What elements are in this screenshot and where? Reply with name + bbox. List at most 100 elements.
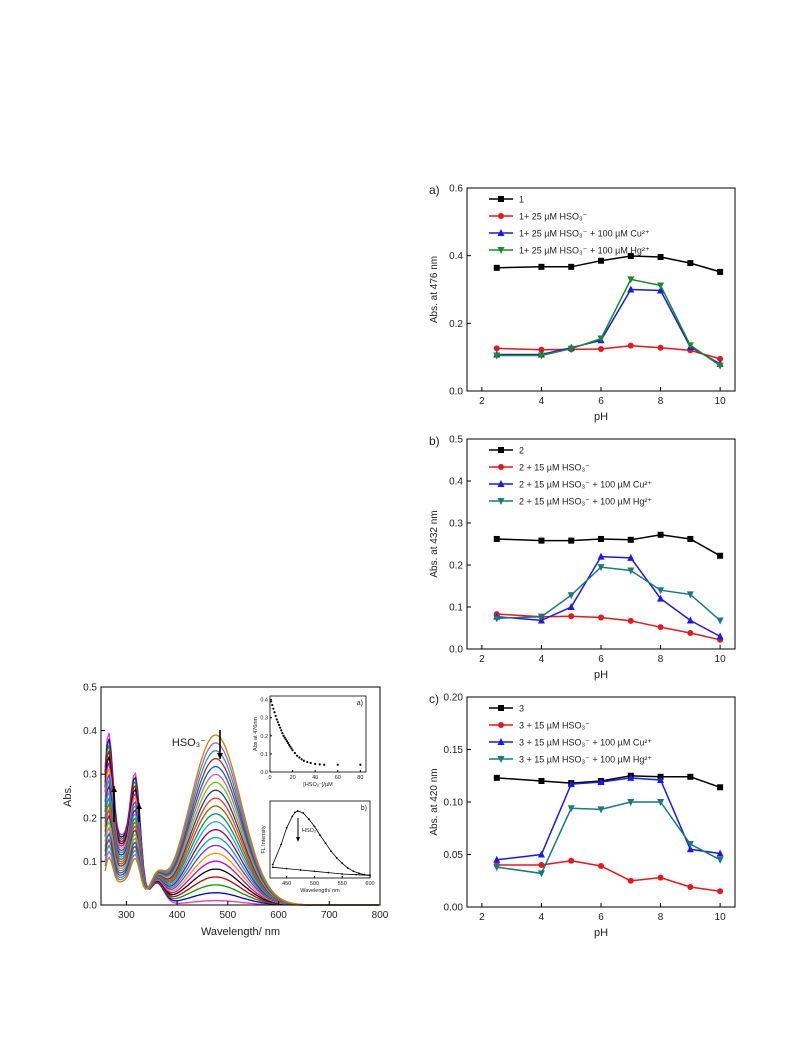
- data-point: [717, 552, 724, 559]
- data-point: [493, 774, 500, 781]
- data-point: [275, 718, 278, 721]
- inset-frame: [269, 695, 367, 773]
- data-point: [687, 884, 694, 891]
- x-tick-label: 2: [479, 396, 485, 407]
- inset-background: [270, 696, 366, 772]
- data-point: [298, 756, 301, 759]
- x-tick-label: 500: [310, 881, 319, 887]
- data-point: [300, 758, 303, 761]
- y-tick-label: 0.05: [444, 850, 464, 861]
- data-point: [279, 726, 282, 729]
- data-point: [568, 537, 575, 544]
- series-3: 2 + 15 µM HSO₃⁻ + 100 µM Cu²⁺: [489, 480, 724, 640]
- x-tick-label: 2: [479, 912, 485, 923]
- data-point: [537, 352, 545, 360]
- data-point: [309, 761, 312, 765]
- up-arrow-head: [136, 803, 142, 809]
- legend-entry: 3: [519, 704, 524, 714]
- panel-label: c): [429, 692, 439, 706]
- data-point: [687, 773, 694, 780]
- legend-marker: [497, 480, 505, 487]
- legend-marker: [497, 738, 505, 745]
- hso3-annotation: HSO₃⁻: [172, 737, 206, 749]
- series-line: [496, 566, 721, 621]
- data-point: [291, 815, 294, 818]
- x-tick-label: 400: [169, 910, 186, 921]
- x-tick-label: 6: [598, 396, 604, 407]
- y-tick-label: 0.4: [83, 726, 97, 737]
- data-point: [716, 362, 724, 370]
- data-point: [717, 888, 724, 895]
- data-point: [717, 268, 724, 275]
- inset-label: a): [357, 700, 363, 707]
- data-point: [627, 285, 635, 293]
- data-point: [657, 874, 664, 881]
- data-point: [627, 553, 635, 561]
- x-tick-label: 10: [715, 396, 727, 407]
- x-tick-label: 6: [598, 654, 604, 665]
- y-axis-label: Abs. at 432 nm: [429, 510, 440, 577]
- data-point: [270, 700, 273, 703]
- inset-frame: [269, 800, 371, 879]
- data-point: [323, 763, 326, 766]
- data-point: [686, 845, 694, 853]
- data-point: [716, 849, 724, 857]
- legend-marker: [498, 705, 504, 711]
- x-axis-label: pH: [594, 927, 608, 939]
- data-point: [598, 257, 604, 264]
- series-line: [496, 278, 721, 367]
- spectra-chart: 300 400 500 600 700 8000.00.10.20.30.40.5Wave…: [62, 683, 389, 939]
- legend-entry: 2 + 15 µM HSO₃⁻: [519, 463, 590, 473]
- legend-marker: [497, 498, 505, 505]
- y-tick-label: 0.5: [449, 435, 463, 446]
- legend-entry: 3 + 15 µM HSO₃⁻ + 100 µM Hg²⁺: [519, 755, 652, 765]
- y-tick-label: 0.3: [260, 716, 268, 722]
- inset-y-label: FL Intensity: [261, 825, 267, 853]
- x-tick-label: 60: [335, 775, 341, 781]
- data-point: [296, 810, 299, 812]
- data-point: [627, 799, 635, 806]
- x-tick-label: 700: [321, 910, 338, 921]
- data-point: [274, 714, 277, 718]
- legend-entry: 1+ 25 µM HSO₃⁻ + 100 µM Cu²⁺: [519, 229, 650, 239]
- data-point: [657, 531, 664, 538]
- x-tick-label: 20: [290, 775, 296, 781]
- data-point: [598, 614, 604, 621]
- data-point: [286, 741, 290, 745]
- data-point: [567, 603, 575, 610]
- data-point: [493, 345, 500, 352]
- y-tick-label: 0.1: [449, 603, 463, 614]
- y-tick-label: 0.6: [449, 184, 463, 195]
- data-point: [282, 734, 285, 737]
- data-point: [568, 613, 575, 620]
- y-tick-label: 0.10: [444, 798, 464, 809]
- data-point: [537, 850, 545, 858]
- data-point: [627, 342, 634, 349]
- series-2: 2 + 15 µM HSO₃⁻: [489, 463, 724, 643]
- data-point: [537, 613, 545, 621]
- legend-entry: 2 + 15 µM HSO₃⁻ + 100 µM Cu²⁺: [519, 480, 652, 490]
- series-line: [496, 255, 721, 273]
- legend-marker: [497, 756, 505, 763]
- data-point: [290, 747, 293, 750]
- inset-b: 450 500 550 600 HSO₃⁻ b) Wavelength/ nm FL Inte…: [261, 800, 375, 894]
- data-point: [327, 871, 330, 874]
- data-point: [598, 535, 604, 542]
- data-point: [627, 536, 634, 543]
- data-point: [538, 346, 545, 353]
- series-4: 1+ 25 µM HSO₃⁻ + 100 µM Hg²⁺: [489, 246, 724, 370]
- data-point: [276, 721, 280, 724]
- legend-marker: [498, 196, 504, 202]
- legend-marker: [497, 229, 505, 236]
- inset-arrow-head: [296, 837, 300, 842]
- data-point: [324, 842, 327, 845]
- data-point: [271, 863, 274, 866]
- data-point: [335, 857, 338, 859]
- x-tick-label: 500: [219, 910, 236, 921]
- data-point: [627, 567, 635, 575]
- series-4: 2 + 15 µM HSO₃⁻ + 100 µM Hg²⁺: [489, 497, 724, 625]
- y-tick-label: 0.2: [83, 813, 97, 824]
- data-point: [657, 799, 665, 806]
- x-tick-label: 80: [357, 775, 363, 781]
- inset-label: b): [361, 805, 367, 812]
